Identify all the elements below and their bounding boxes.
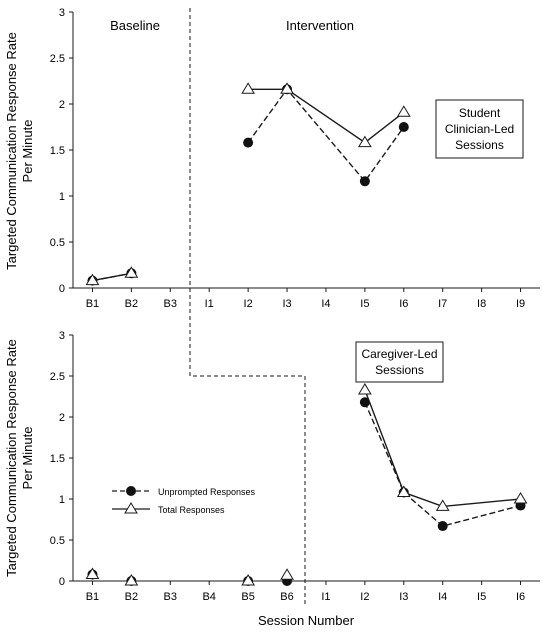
- bottom-total-responses-point: [396, 485, 411, 497]
- top-total-responses-markers: [85, 82, 411, 286]
- bottom-y-tick-label: 1.5: [50, 453, 65, 465]
- student-box-line3: Sessions: [455, 138, 504, 152]
- bottom-y-axis-label-line2: Per Minute: [20, 427, 35, 490]
- top-total-responses-line: [248, 88, 405, 144]
- bottom-unprompted-responses-lines: [364, 401, 521, 527]
- bottom-total-responses-markers: [85, 382, 528, 586]
- bottom-x-tick-label: B1: [86, 591, 99, 603]
- bottom-total-responses-point: [513, 492, 528, 504]
- legend-unprompted-label: Unprompted Responses: [158, 487, 256, 497]
- phase-change-line: [189, 8, 306, 606]
- bottom-x-tick-label: I2: [360, 591, 369, 603]
- top-total-responses-point: [85, 273, 100, 286]
- top-unprompted-responses-line: [247, 88, 405, 183]
- bottom-unprompted-responses-line: [364, 401, 521, 527]
- top-unprompted-responses-point: [398, 122, 409, 132]
- top-y-tick-label: 1: [59, 191, 65, 203]
- top-y-tick-label: 0: [59, 283, 65, 295]
- top-unprompted-responses-point: [359, 176, 370, 187]
- bottom-panel: Targeted Communication Response Rate Per…: [4, 330, 540, 628]
- top-y-axis-label-line1: Targeted Communication Response Rate: [4, 32, 19, 270]
- student-clinician-led-box: Student Clinician-Led Sessions: [435, 99, 524, 159]
- caregiver-box-line2: Sessions: [375, 363, 424, 377]
- top-total-responses-lines: [92, 88, 405, 282]
- bottom-total-responses-point: [280, 568, 294, 580]
- bottom-x-tick-label: I6: [516, 591, 525, 603]
- bottom-y-tick-label: 0: [59, 576, 65, 588]
- bottom-y-tick-label: 1: [59, 494, 65, 506]
- intervention-phase-label: Intervention: [286, 18, 354, 33]
- bottom-total-responses-line: [364, 389, 521, 508]
- legend: Unprompted Responses Total Responses: [112, 486, 256, 515]
- caregiver-led-box: Caregiver-Led Sessions: [355, 341, 444, 383]
- bottom-total-responses-point: [241, 574, 256, 586]
- bottom-total-responses-point: [357, 382, 372, 395]
- baseline-phase-label: Baseline: [110, 18, 160, 33]
- top-x-tick-label: I4: [321, 298, 330, 310]
- bottom-x-tick-label: I1: [321, 591, 330, 603]
- x-axis-title: Session Number: [258, 613, 355, 628]
- top-x-tick-label: B2: [125, 298, 138, 310]
- legend-unprompted-marker: [126, 486, 136, 496]
- legend-total-marker: [124, 502, 138, 514]
- top-y-tick-label: 2.5: [50, 53, 65, 65]
- student-box-line1: Student: [459, 106, 501, 120]
- bottom-x-tick-label: B4: [202, 591, 215, 603]
- bottom-total-responses-point: [124, 574, 139, 586]
- bottom-plot-area: 0 0.5 1 1.5 2 2.5 3 B1 B2 B3 B4 B5 B6 I1 I2 I3 I4 I5 I6: [50, 330, 540, 603]
- top-x-tick-label: B1: [86, 298, 99, 310]
- bottom-y-tick-label: 2.5: [50, 371, 65, 383]
- bottom-x-tick-label: B2: [125, 591, 138, 603]
- bottom-y-tick-label: 2: [59, 412, 65, 424]
- top-x-tick-label: I9: [516, 298, 525, 310]
- top-x-tick-label: I2: [244, 298, 253, 310]
- top-total-responses-point: [124, 266, 139, 278]
- top-panel: Targeted Communication Response Rate Per…: [4, 7, 540, 310]
- top-x-tick-label: I8: [477, 298, 486, 310]
- top-y-tick-label: 1.5: [50, 145, 65, 157]
- bottom-y-tick-label: 3: [59, 330, 65, 342]
- top-unprompted-responses-point: [243, 137, 254, 148]
- bottom-y-axis-label-line1: Targeted Communication Response Rate: [4, 339, 19, 577]
- bottom-x-tick-label: B3: [164, 591, 177, 603]
- top-x-tick-label: B3: [164, 298, 177, 310]
- top-plot-area: 0 0.5 1 1.5 2 2.5 3 B1 B2 B3 I1 I2 I3 I4 I5 I6 I7 I8 I9: [50, 7, 540, 310]
- bottom-x-tick-label: B6: [280, 591, 293, 603]
- bottom-unprompted-responses-point: [359, 397, 370, 408]
- top-unprompted-responses-lines: [92, 88, 405, 282]
- top-total-responses-point: [241, 82, 256, 94]
- top-total-responses-point: [357, 135, 372, 148]
- bottom-total-responses-point: [85, 567, 100, 579]
- top-x-tick-label: I1: [205, 298, 214, 310]
- bottom-unprompted-responses-point: [437, 521, 448, 532]
- bottom-y-tick-label: 0.5: [50, 535, 65, 547]
- bottom-x-tick-label: I3: [399, 591, 408, 603]
- top-total-responses-line: [92, 272, 132, 282]
- legend-total-label: Total Responses: [158, 505, 225, 515]
- top-x-tick-label: I3: [282, 298, 291, 310]
- student-box-line2: Clinician-Led: [445, 122, 514, 136]
- top-x-tick-label: I5: [360, 298, 369, 310]
- bottom-x-tick-label: I5: [477, 591, 486, 603]
- top-x-tick-label: I7: [438, 298, 447, 310]
- top-y-tick-label: 3: [59, 7, 65, 19]
- top-y-tick-label: 0.5: [50, 237, 65, 249]
- bottom-x-tick-label: B5: [241, 591, 254, 603]
- caregiver-box-line1: Caregiver-Led: [361, 347, 437, 361]
- bottom-x-tick-label: I4: [438, 591, 447, 603]
- top-y-tick-label: 2: [59, 99, 65, 111]
- bottom-unprompted-responses-markers: [87, 397, 526, 586]
- top-unprompted-responses-markers: [87, 84, 409, 286]
- bottom-total-responses-point: [435, 499, 450, 511]
- top-total-responses-point: [280, 82, 294, 94]
- top-x-tick-label: I6: [399, 298, 408, 310]
- top-total-responses-point: [396, 105, 411, 117]
- top-y-axis-label-line2: Per Minute: [20, 120, 35, 183]
- bottom-total-responses-lines: [364, 389, 521, 508]
